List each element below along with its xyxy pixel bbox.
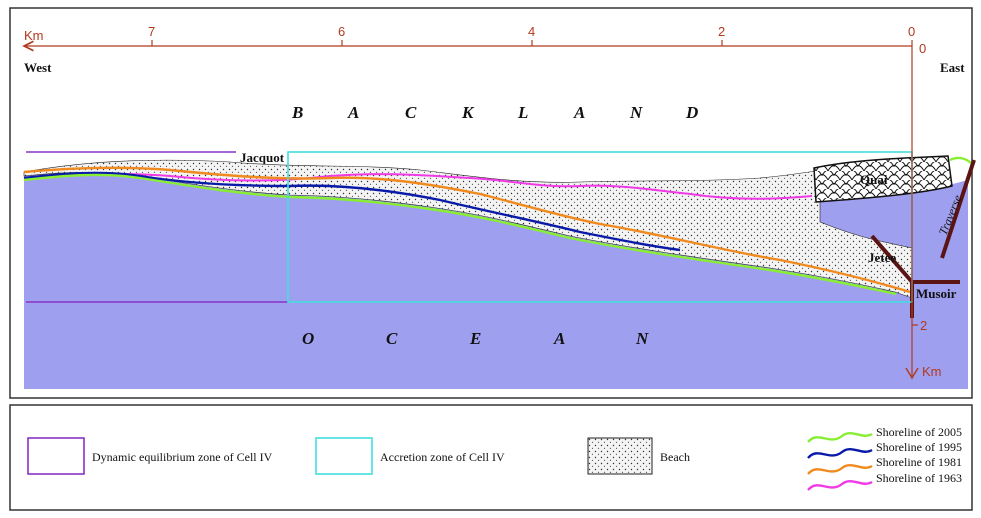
ocean-letter: C: [386, 329, 398, 348]
legend-shoreline-1981-swatch: [807, 463, 873, 475]
backland-letter: C: [405, 103, 417, 122]
legend-accretion-zone-swatch: [315, 437, 373, 475]
legend-shoreline-2005-label: Shoreline of 2005: [876, 425, 962, 439]
ocean-letter: O: [302, 329, 314, 348]
shoreline-2005-east: [949, 156, 973, 165]
musoir-label: Musoir: [916, 286, 957, 301]
x-tick-label-4: 4: [528, 24, 535, 39]
legend-accretion-zone-label: Accretion zone of Cell IV: [380, 450, 505, 464]
x-tick-label-7: 7: [148, 24, 155, 39]
quai-structure: [813, 155, 953, 203]
ocean-area: [24, 172, 968, 389]
y-tick-label-0: 0: [919, 41, 926, 56]
legend-shoreline-1981-label: Shoreline of 1981: [876, 455, 962, 469]
shoreline-1995: [23, 171, 681, 252]
backland-letter: D: [685, 103, 698, 122]
legend-shoreline-1963-label: Shoreline of 1963: [876, 471, 962, 485]
shoreline-1981: [23, 166, 911, 294]
x-axis-unit: Km: [24, 28, 44, 43]
legend-dynamic-zone-swatch: [27, 437, 85, 475]
y-tick-label-2: 2: [920, 318, 927, 333]
shoreline-2005: [23, 173, 897, 296]
jetee-label: Jetee: [868, 250, 896, 265]
traverse-structure: [940, 159, 976, 259]
legend-shoreline-1995-swatch: [807, 447, 873, 459]
x-ticks: [151, 40, 913, 46]
west-label: West: [24, 60, 52, 75]
backland-letter: L: [517, 103, 528, 122]
legend-shoreline-1963-swatch: [807, 479, 873, 491]
x-tick-label-2: 2: [718, 24, 725, 39]
legend-shoreline-2005-swatch: [807, 431, 873, 443]
quai-label: Quai: [860, 172, 888, 187]
legend-dynamic-zone-label: Dynamic equilibrium zone of Cell IV: [92, 450, 273, 464]
shoreline-1963: [23, 172, 813, 200]
jetee-structure: [870, 234, 914, 284]
jacquot-label: Jacquot: [240, 150, 285, 165]
legend-frame: [9, 404, 973, 511]
backland-letter: N: [629, 103, 643, 122]
legend-beach-swatch: [587, 437, 653, 475]
y-axis-unit: Km: [922, 364, 942, 379]
backland-letter: B: [291, 103, 303, 122]
backland-letter: A: [573, 103, 585, 122]
legend-shoreline-1995-label: Shoreline of 1995: [876, 440, 962, 454]
east-label: East: [940, 60, 965, 75]
backland-letter: A: [347, 103, 359, 122]
legend-beach-label: Beach: [660, 450, 690, 464]
x-tick-label-0: 0: [908, 24, 915, 39]
y-axis-arrow: [905, 367, 919, 380]
backland-letter: K: [461, 103, 475, 122]
ocean-letter: A: [553, 329, 565, 348]
x-tick-label-6: 6: [338, 24, 345, 39]
ocean-letter: N: [635, 329, 649, 348]
ocean-letter: E: [469, 329, 481, 348]
